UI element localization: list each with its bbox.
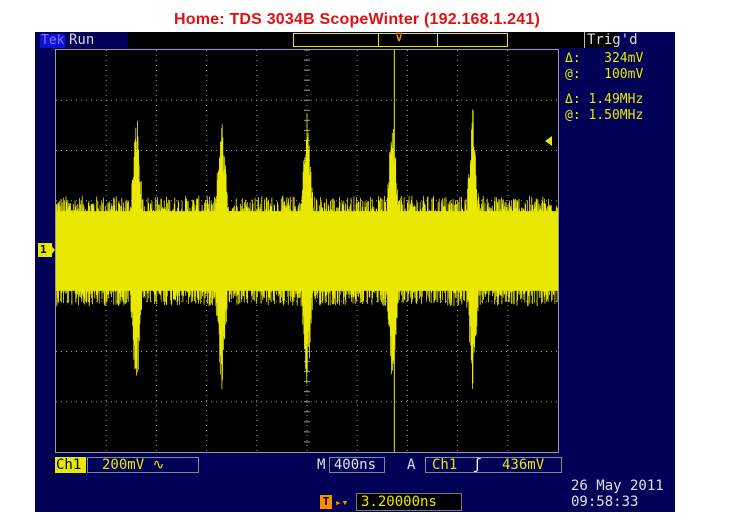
trigger-point-icon: ⊽ — [394, 31, 404, 44]
waveform-plot — [55, 49, 559, 453]
timebase-readout: M 400ns — [317, 457, 376, 473]
page-title: Home: TDS 3034B ScopeWinter (192.168.1.2… — [174, 11, 540, 28]
acquisition-state: Run — [69, 32, 95, 48]
cursor-at-frequency: @: 1.50MHz — [565, 108, 643, 123]
ch1-waveform — [55, 50, 559, 452]
time-per-div: 400ns — [333, 457, 377, 473]
noise-trace — [55, 109, 559, 390]
position-arrow-icon: ▸▾ — [335, 496, 349, 509]
timebase-box[interactable] — [329, 457, 385, 473]
scope-screen: Tek Run ⊽ Trig'd T 1 Δ: 324mV @: 100mV Δ… — [35, 32, 675, 512]
waveform-svg — [55, 49, 559, 452]
ch1-scale-readout[interactable]: 200mV ∿ — [87, 457, 199, 473]
main-timebase-label: M — [317, 457, 326, 473]
time-display: 09:58:33 — [571, 494, 639, 510]
record-view-window — [378, 34, 438, 46]
record-view-box — [293, 33, 508, 47]
status-bar: Ch1 200mV ∿ M 400ns A Ch1 ʃ 436mV — [55, 457, 562, 473]
ch1-volts-per-div: 200mV — [102, 457, 145, 473]
trigger-readout-box[interactable] — [425, 457, 562, 473]
ac-coupling-icon: ∿ — [152, 457, 165, 473]
at-voltage-value: 100mV — [604, 67, 644, 82]
ch1-ground-marker[interactable]: 1 — [38, 243, 52, 257]
date-display: 26 May 2011 — [571, 478, 664, 494]
delta-label: Δ: — [565, 92, 581, 107]
ch1-pointer-icon — [50, 244, 55, 256]
trigger-level-pointer-icon[interactable] — [545, 136, 552, 146]
at-label: @: — [565, 108, 581, 123]
trigger-prefix: A — [407, 457, 416, 473]
trigger-source: Ch1 — [432, 457, 458, 473]
brand-badge: Tek — [40, 33, 66, 48]
ch1-button[interactable]: Ch1 — [55, 457, 86, 473]
horizontal-position-readout[interactable]: 3.20000ns — [356, 493, 462, 511]
trigger-position-icon: T — [320, 495, 332, 509]
delta-voltage-value: 324mV — [604, 51, 644, 66]
trigger-state: Trig'd — [584, 32, 638, 48]
at-label: @: — [565, 67, 581, 82]
record-length-bar: ⊽ Trig'd — [128, 31, 638, 48]
at-frequency-value: 1.50MHz — [588, 108, 644, 123]
trigger-level: 436mV — [502, 457, 545, 473]
rising-slope-icon: ʃ — [473, 457, 482, 473]
cursor-delta-frequency: Δ: 1.49MHz — [565, 92, 643, 107]
cursor-at-voltage: @: 100mV — [565, 67, 643, 82]
delta-label: Δ: — [565, 51, 581, 66]
cursor-delta-voltage: Δ: 324mV — [565, 51, 643, 66]
delta-frequency-value: 1.49MHz — [588, 92, 644, 107]
